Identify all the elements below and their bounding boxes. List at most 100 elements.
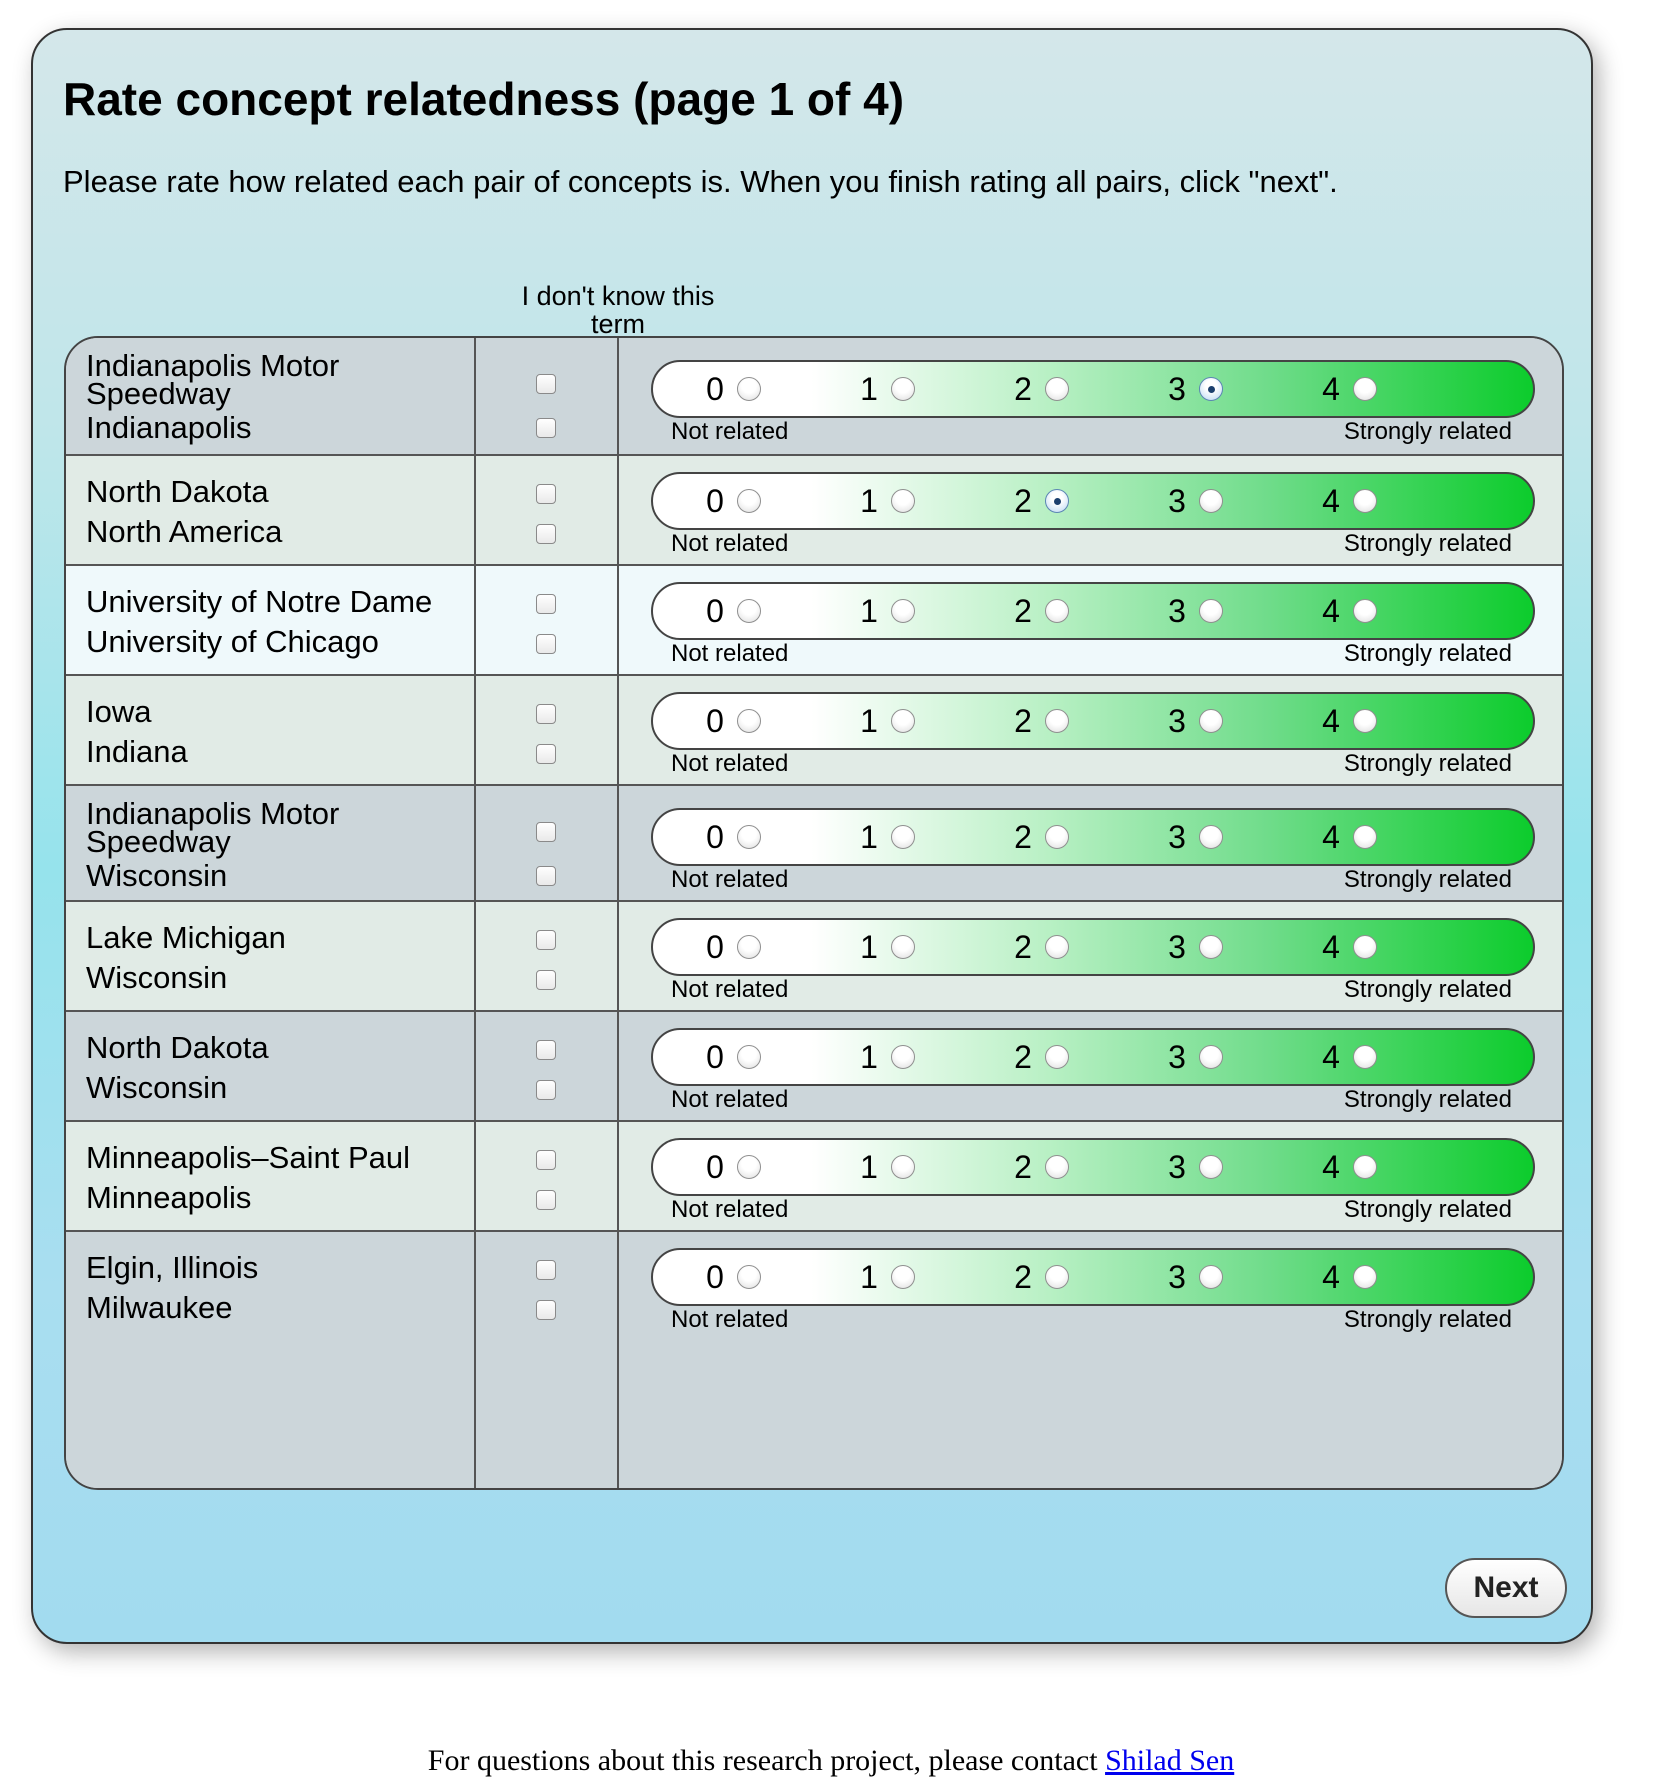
rating-radio[interactable] [1353,935,1377,959]
dont-know-checkbox-term-1[interactable] [536,594,556,614]
rating-radio[interactable] [1353,709,1377,733]
rating-option-4[interactable]: 4 [1317,810,1377,864]
dont-know-checkbox-term-2[interactable] [536,1080,556,1100]
dont-know-checkbox-term-1[interactable] [536,1260,556,1280]
rating-radio[interactable] [1199,1155,1223,1179]
rating-radio[interactable] [737,709,761,733]
rating-radio[interactable] [891,935,915,959]
rating-radio[interactable] [891,1265,915,1289]
rating-radio[interactable] [1353,1265,1377,1289]
rating-radio[interactable] [737,1045,761,1069]
dont-know-checkbox-term-2[interactable] [536,524,556,544]
rating-option-3[interactable]: 3 [1163,920,1223,974]
rating-option-4[interactable]: 4 [1317,1140,1377,1194]
rating-option-1[interactable]: 1 [855,584,915,638]
dont-know-checkbox-term-2[interactable] [536,1190,556,1210]
rating-option-0[interactable]: 0 [701,810,761,864]
dont-know-checkbox-term-1[interactable] [536,930,556,950]
next-button[interactable]: Next [1445,1558,1567,1618]
dont-know-checkbox-term-1[interactable] [536,374,556,394]
rating-radio[interactable] [1353,489,1377,513]
rating-option-1[interactable]: 1 [855,362,915,416]
rating-option-4[interactable]: 4 [1317,362,1377,416]
rating-radio[interactable] [1045,489,1069,513]
rating-option-3[interactable]: 3 [1163,474,1223,528]
rating-radio[interactable] [737,1265,761,1289]
rating-option-0[interactable]: 0 [701,694,761,748]
dont-know-checkbox-term-1[interactable] [536,704,556,724]
rating-radio[interactable] [1045,935,1069,959]
rating-option-0[interactable]: 0 [701,920,761,974]
rating-option-3[interactable]: 3 [1163,810,1223,864]
rating-option-0[interactable]: 0 [701,1140,761,1194]
rating-option-2[interactable]: 2 [1009,474,1069,528]
rating-radio[interactable] [891,489,915,513]
rating-radio[interactable] [1045,709,1069,733]
rating-radio[interactable] [737,1155,761,1179]
rating-radio[interactable] [737,825,761,849]
rating-option-2[interactable]: 2 [1009,1250,1069,1304]
rating-radio[interactable] [891,599,915,623]
rating-radio[interactable] [1353,377,1377,401]
dont-know-checkbox-term-2[interactable] [536,634,556,654]
rating-radio[interactable] [737,599,761,623]
rating-option-1[interactable]: 1 [855,920,915,974]
dont-know-checkbox-term-2[interactable] [536,1300,556,1320]
rating-option-2[interactable]: 2 [1009,362,1069,416]
rating-option-4[interactable]: 4 [1317,694,1377,748]
rating-radio[interactable] [1199,599,1223,623]
rating-option-3[interactable]: 3 [1163,584,1223,638]
dont-know-checkbox-term-2[interactable] [536,744,556,764]
rating-radio[interactable] [891,709,915,733]
rating-option-2[interactable]: 2 [1009,694,1069,748]
rating-option-1[interactable]: 1 [855,1140,915,1194]
rating-option-0[interactable]: 0 [701,474,761,528]
rating-option-4[interactable]: 4 [1317,474,1377,528]
rating-option-1[interactable]: 1 [855,1250,915,1304]
rating-option-3[interactable]: 3 [1163,694,1223,748]
rating-radio[interactable] [1199,825,1223,849]
rating-option-0[interactable]: 0 [701,584,761,638]
rating-option-4[interactable]: 4 [1317,1250,1377,1304]
rating-radio[interactable] [891,1155,915,1179]
dont-know-checkbox-term-1[interactable] [536,1040,556,1060]
rating-radio[interactable] [1045,825,1069,849]
rating-radio[interactable] [1045,599,1069,623]
rating-option-4[interactable]: 4 [1317,584,1377,638]
rating-option-3[interactable]: 3 [1163,1250,1223,1304]
rating-radio[interactable] [1199,709,1223,733]
rating-radio[interactable] [1199,1265,1223,1289]
rating-radio[interactable] [891,377,915,401]
dont-know-checkbox-term-1[interactable] [536,484,556,504]
dont-know-checkbox-term-2[interactable] [536,418,556,438]
rating-option-2[interactable]: 2 [1009,584,1069,638]
rating-option-1[interactable]: 1 [855,810,915,864]
rating-radio[interactable] [737,489,761,513]
rating-radio[interactable] [891,1045,915,1069]
dont-know-checkbox-term-1[interactable] [536,822,556,842]
rating-option-3[interactable]: 3 [1163,1140,1223,1194]
rating-radio[interactable] [1353,825,1377,849]
dont-know-checkbox-term-1[interactable] [536,1150,556,1170]
rating-option-2[interactable]: 2 [1009,1030,1069,1084]
rating-option-1[interactable]: 1 [855,1030,915,1084]
rating-radio[interactable] [737,935,761,959]
dont-know-checkbox-term-2[interactable] [536,970,556,990]
dont-know-checkbox-term-2[interactable] [536,866,556,886]
rating-radio[interactable] [1199,1045,1223,1069]
rating-radio[interactable] [1199,935,1223,959]
rating-radio[interactable] [1045,1265,1069,1289]
rating-radio[interactable] [737,377,761,401]
rating-radio[interactable] [1199,377,1223,401]
rating-radio[interactable] [1199,489,1223,513]
rating-radio[interactable] [1045,1045,1069,1069]
rating-option-2[interactable]: 2 [1009,1140,1069,1194]
rating-option-2[interactable]: 2 [1009,920,1069,974]
rating-option-1[interactable]: 1 [855,474,915,528]
rating-option-2[interactable]: 2 [1009,810,1069,864]
rating-radio[interactable] [891,825,915,849]
rating-radio[interactable] [1045,377,1069,401]
rating-radio[interactable] [1045,1155,1069,1179]
rating-option-3[interactable]: 3 [1163,362,1223,416]
rating-option-0[interactable]: 0 [701,1030,761,1084]
